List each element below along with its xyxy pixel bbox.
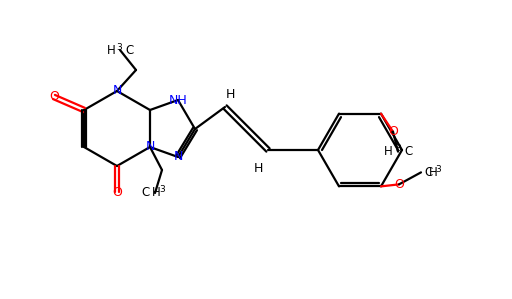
Text: 3: 3 — [116, 42, 122, 51]
Text: C: C — [424, 166, 432, 179]
Text: H: H — [107, 43, 116, 57]
Text: H: H — [225, 89, 234, 101]
Text: NH: NH — [168, 94, 187, 106]
Text: 3: 3 — [395, 144, 401, 153]
Text: H: H — [152, 187, 160, 199]
Text: C: C — [404, 145, 412, 158]
Text: O: O — [388, 125, 398, 138]
Text: O: O — [112, 185, 122, 199]
Text: N: N — [145, 141, 155, 153]
Text: N: N — [174, 150, 183, 164]
Text: H: H — [384, 145, 393, 158]
Text: C: C — [125, 43, 133, 57]
Text: N: N — [112, 85, 122, 97]
Text: C: C — [142, 187, 150, 199]
Text: 3: 3 — [435, 165, 441, 174]
Text: 3: 3 — [159, 185, 165, 195]
Text: H: H — [253, 161, 263, 175]
Text: O: O — [49, 91, 59, 103]
Text: O: O — [394, 178, 404, 191]
Text: H: H — [429, 166, 438, 179]
